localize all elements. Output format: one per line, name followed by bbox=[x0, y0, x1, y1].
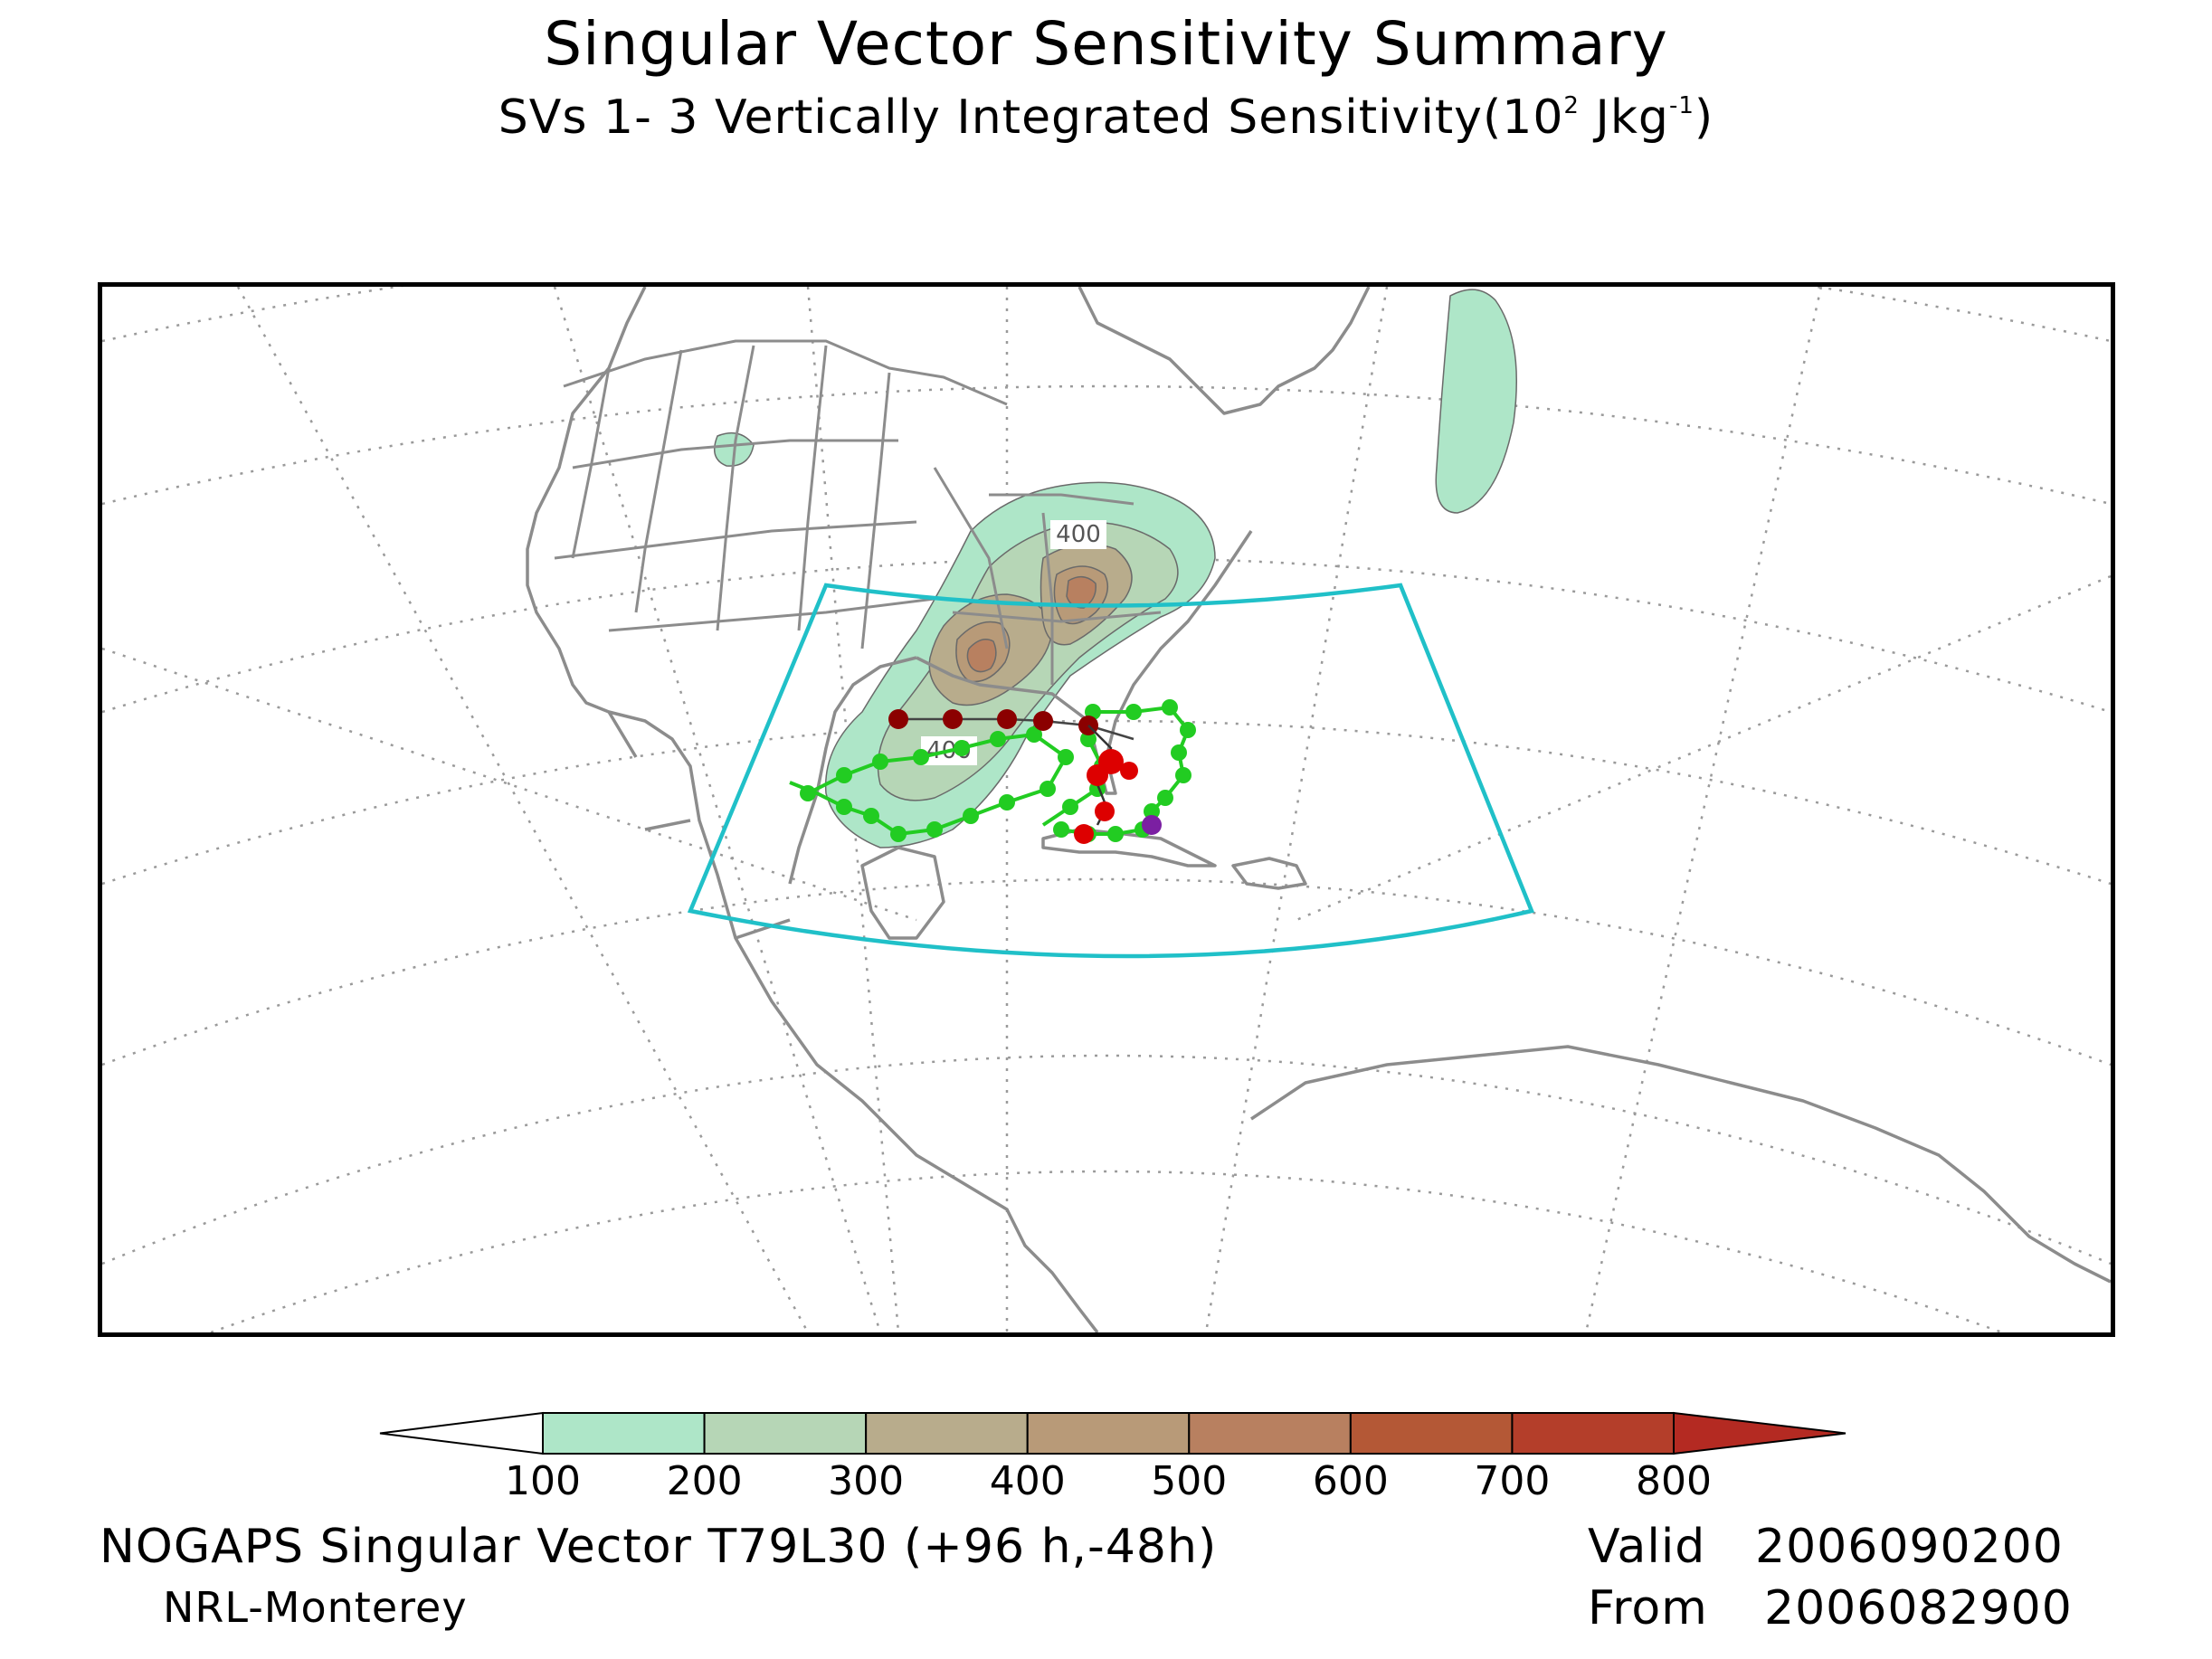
yucatan-outline bbox=[860, 846, 945, 940]
colorbar-segment bbox=[542, 1412, 706, 1455]
state-line bbox=[797, 345, 828, 631]
colorbar-tick-label: 500 bbox=[1151, 1458, 1227, 1504]
colorbar-tick-label: 700 bbox=[1474, 1458, 1550, 1504]
latitude-line bbox=[102, 287, 2111, 343]
colorbar: 100 200 300 400 500 600 700 800 bbox=[379, 1411, 1846, 1504]
colorbar-segment bbox=[1188, 1412, 1352, 1455]
longitude-line bbox=[1204, 287, 1389, 1332]
latitude-line bbox=[102, 877, 2111, 1066]
state-line bbox=[554, 520, 917, 560]
state-line bbox=[860, 372, 891, 649]
us-gulf-coast bbox=[916, 530, 1253, 795]
latitude-line bbox=[102, 1054, 2111, 1266]
graticule bbox=[102, 287, 2111, 1332]
texas-coast bbox=[788, 656, 917, 885]
colorbar-segment bbox=[703, 1412, 868, 1455]
longitude-line bbox=[102, 647, 917, 922]
colorbar-tick-label: 800 bbox=[1636, 1458, 1712, 1504]
state-line bbox=[608, 597, 935, 632]
us-canada-border bbox=[563, 339, 1008, 406]
colorbar-segment bbox=[1026, 1412, 1191, 1455]
verification-region bbox=[687, 583, 1535, 959]
political-boundaries bbox=[554, 339, 1162, 685]
colorbar-tick-label: 400 bbox=[990, 1458, 1066, 1504]
colorbar-tick-label: 300 bbox=[828, 1458, 904, 1504]
state-line bbox=[634, 349, 683, 613]
chart-subtitle: SVs 1- 3 Vertically Integrated Sensitivi… bbox=[0, 90, 2212, 145]
latitude-line bbox=[102, 719, 2111, 886]
state-line bbox=[933, 467, 1009, 649]
coastlines bbox=[526, 287, 2111, 1332]
colorbar-overflow bbox=[1673, 1411, 1846, 1455]
model-description: NOGAPS Singular Vector T79L30 (+96 h,-48… bbox=[100, 1520, 1218, 1574]
subtitle-unit: Jkg bbox=[1579, 90, 1669, 145]
contour-label: 400 bbox=[1050, 520, 1106, 549]
colorbar-segment bbox=[865, 1412, 1029, 1455]
sensitivity-contour-500 bbox=[966, 639, 997, 673]
map-canvas: 400 400 bbox=[102, 287, 2111, 1332]
subtitle-unit-exponent: -1 bbox=[1668, 92, 1695, 119]
subtitle-text: SVs 1- 3 Vertically Integrated Sensitivi… bbox=[498, 90, 1564, 145]
colorbar-segment bbox=[1349, 1412, 1514, 1455]
state-line bbox=[572, 439, 898, 469]
longitude-line bbox=[1584, 287, 1823, 1332]
valid-label: Valid bbox=[1588, 1520, 1706, 1574]
latitude-line bbox=[102, 556, 2111, 714]
mexico-state-lines bbox=[607, 711, 791, 940]
south-america-outline bbox=[1250, 1045, 2111, 1284]
map-panel: 400 400 bbox=[98, 282, 2115, 1337]
state-line bbox=[952, 611, 1162, 623]
colorbar-tick-label: 200 bbox=[667, 1458, 743, 1504]
from-label: From bbox=[1588, 1581, 1708, 1635]
contour-label-text: 400 bbox=[1056, 521, 1101, 548]
contour-label-box bbox=[1050, 520, 1106, 549]
state-line bbox=[716, 345, 755, 631]
state-line bbox=[989, 493, 1134, 506]
colorbar-segment bbox=[1511, 1412, 1676, 1455]
latitude-line bbox=[210, 1170, 2003, 1332]
longitude-line bbox=[806, 287, 900, 1332]
colorbar-labels: 100 200 300 400 500 600 700 800 bbox=[505, 1458, 1712, 1504]
organization-label: NRL-Monterey bbox=[163, 1583, 468, 1632]
state-line bbox=[571, 367, 611, 559]
chart-title: Singular Vector Sensitivity Summary bbox=[544, 9, 1668, 79]
colorbar-tick-label: 600 bbox=[1313, 1458, 1389, 1504]
longitude-line bbox=[553, 287, 882, 1332]
canada-coast bbox=[1078, 287, 1371, 415]
north-america-outline bbox=[526, 287, 1099, 1332]
subtitle-exponent: 2 bbox=[1563, 92, 1580, 119]
from-datetime: 2006082900 bbox=[1764, 1581, 2073, 1635]
forecast-track-points bbox=[1074, 749, 1138, 844]
colorbar-segments bbox=[379, 1411, 1846, 1455]
storm-position-marker bbox=[1142, 815, 1162, 835]
colorbar-underflow bbox=[379, 1411, 544, 1455]
sensitivity-contour-100 bbox=[1435, 289, 1517, 514]
valid-datetime: 2006090200 bbox=[1755, 1520, 2064, 1574]
hispaniola-outline bbox=[1231, 857, 1307, 890]
subtitle-close: ) bbox=[1694, 90, 1714, 145]
cuba-outline bbox=[1041, 828, 1217, 867]
colorbar-tick-label: 100 bbox=[505, 1458, 581, 1504]
